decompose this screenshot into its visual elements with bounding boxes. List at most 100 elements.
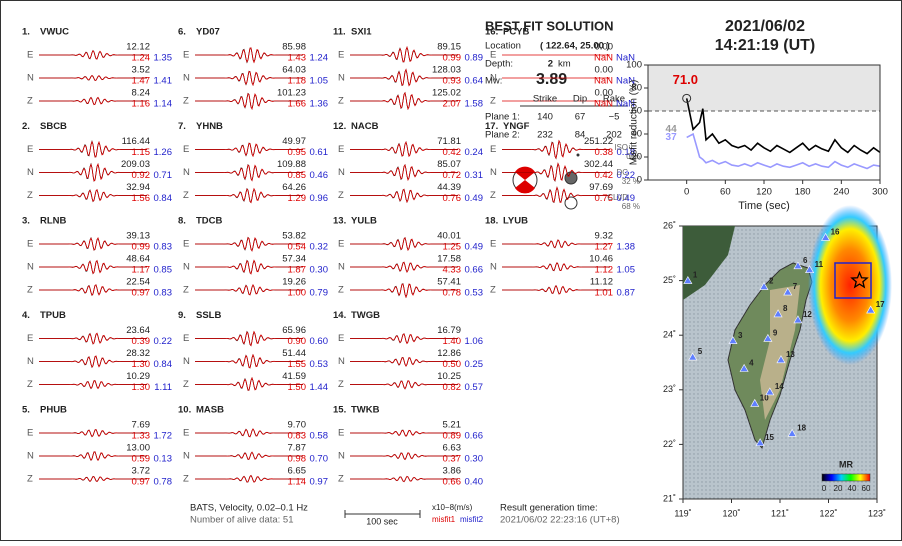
component: N <box>338 356 345 367</box>
station-number: 3. <box>22 216 30 227</box>
station-marker <box>683 275 693 284</box>
misfit1: NaN <box>594 53 613 64</box>
station-label: 3 <box>738 331 743 340</box>
trace <box>350 68 458 87</box>
amplitude: 8.24 <box>132 88 151 99</box>
misfit1: 1.17 <box>132 265 151 276</box>
lat-label: 26˚ <box>663 220 676 230</box>
component: E <box>183 144 189 155</box>
misfit1: 0.59 <box>132 454 151 465</box>
component: E <box>338 333 344 344</box>
lon-label: 123˚ <box>868 508 886 518</box>
amplitude: 3.86 <box>443 466 462 477</box>
component-name: DC <box>616 168 628 177</box>
station-label: 16 <box>831 228 840 237</box>
trace <box>350 140 458 158</box>
epicenter <box>850 270 869 289</box>
amplitude: 97.69 <box>589 182 613 193</box>
y-tick-label: 0 <box>637 175 642 186</box>
misfit1: 1.56 <box>132 193 151 204</box>
trace <box>39 162 147 182</box>
annotation: 37 <box>666 132 678 143</box>
misfit1: 1.43 <box>288 53 307 64</box>
amplitude: 28.32 <box>126 348 150 359</box>
component: Z <box>338 474 344 485</box>
component: Z <box>183 190 189 201</box>
amplitude: 40.01 <box>437 231 461 242</box>
component: E <box>183 239 189 250</box>
component: N <box>183 451 190 462</box>
colorbar-tick: 60 <box>862 484 871 493</box>
misfit2: 0.84 <box>154 359 173 370</box>
station-label: 14 <box>775 382 784 391</box>
station-label: 13 <box>786 350 795 359</box>
misfit1: 0.82 <box>443 382 462 393</box>
misfit1: 1.14 <box>288 477 307 488</box>
amplitude: 10.29 <box>126 371 150 382</box>
station-name: YNGF <box>503 121 530 132</box>
misfit2: 0.22 <box>154 336 173 347</box>
station-number: 15. <box>333 405 346 416</box>
amplitude: 64.26 <box>282 182 306 193</box>
amplitude: 5.21 <box>443 420 462 431</box>
component: Z <box>490 190 496 201</box>
colorbar-title: MR <box>839 459 853 469</box>
time: 14:21:19 (UT) <box>715 37 815 54</box>
amplitude: 12.12 <box>126 42 150 53</box>
amplitude: 53.82 <box>282 231 306 242</box>
series-line <box>685 98 881 155</box>
misfit2: 0.71 <box>154 170 173 181</box>
trace <box>39 428 147 438</box>
map: 119˚ 120˚ 121˚ 122˚ 123˚21˚22˚23˚24˚25˚26˚12… <box>663 205 892 518</box>
x-axis-title: Time (sec) <box>738 200 790 212</box>
amplitude: 125.02 <box>432 88 461 99</box>
lat-label: 23˚ <box>663 384 676 394</box>
component: E <box>27 144 33 155</box>
component: E <box>183 50 189 61</box>
station-number: 13. <box>333 216 346 227</box>
iso-icon <box>576 153 580 157</box>
colorbar-tick: 0 <box>822 484 827 493</box>
amplitude: 32.94 <box>126 182 150 193</box>
table-cell: Plane 2: <box>485 130 520 141</box>
station-marker <box>793 261 803 270</box>
station-label: 9 <box>773 329 778 338</box>
misfit1: 0.39 <box>132 336 151 347</box>
depth-unit: km <box>558 59 571 70</box>
trace <box>350 357 458 367</box>
trace <box>195 70 303 87</box>
misfit2: 0.13 <box>154 454 173 465</box>
amplitude: 10.25 <box>437 371 461 382</box>
amplitude: 17.58 <box>437 254 461 265</box>
table-cell: −5 <box>609 112 620 123</box>
station-number: 1. <box>22 27 30 38</box>
x-tick-label: 0 <box>684 187 689 198</box>
trace <box>350 45 458 63</box>
misfit2: 0.57 <box>465 382 484 393</box>
misfit1: 0.66 <box>443 477 462 488</box>
result-time: 2021/06/02 22:23:16 (UT+8) <box>500 515 620 526</box>
alive: Number of alive data: 51 <box>190 515 294 526</box>
component-value: 32 % <box>622 177 640 186</box>
amplitude: 3.72 <box>132 466 151 477</box>
component: Z <box>27 285 33 296</box>
y-tick-label: 20 <box>631 152 642 163</box>
misfit1: 1.87 <box>288 265 307 276</box>
misfit1: 1.00 <box>288 288 307 299</box>
station-number: 10. <box>178 405 191 416</box>
y-axis-title: Misfit reduction (%) <box>629 80 640 166</box>
amplitude: 6.65 <box>288 466 307 477</box>
lon-label: 121˚ <box>771 508 789 518</box>
component: N <box>27 356 34 367</box>
misfit2: 1.58 <box>465 99 484 110</box>
misfit1: 0.95 <box>288 147 307 158</box>
mw: 3.89 <box>536 71 567 88</box>
misfit1: 1.30 <box>132 359 151 370</box>
station-number: 12. <box>333 121 346 132</box>
component: N <box>338 167 345 178</box>
trace <box>195 187 303 204</box>
x-tick-label: 120 <box>756 187 772 198</box>
x-tick-label: 240 <box>833 187 849 198</box>
trace <box>195 237 303 252</box>
amplitude: 22.54 <box>126 277 150 288</box>
